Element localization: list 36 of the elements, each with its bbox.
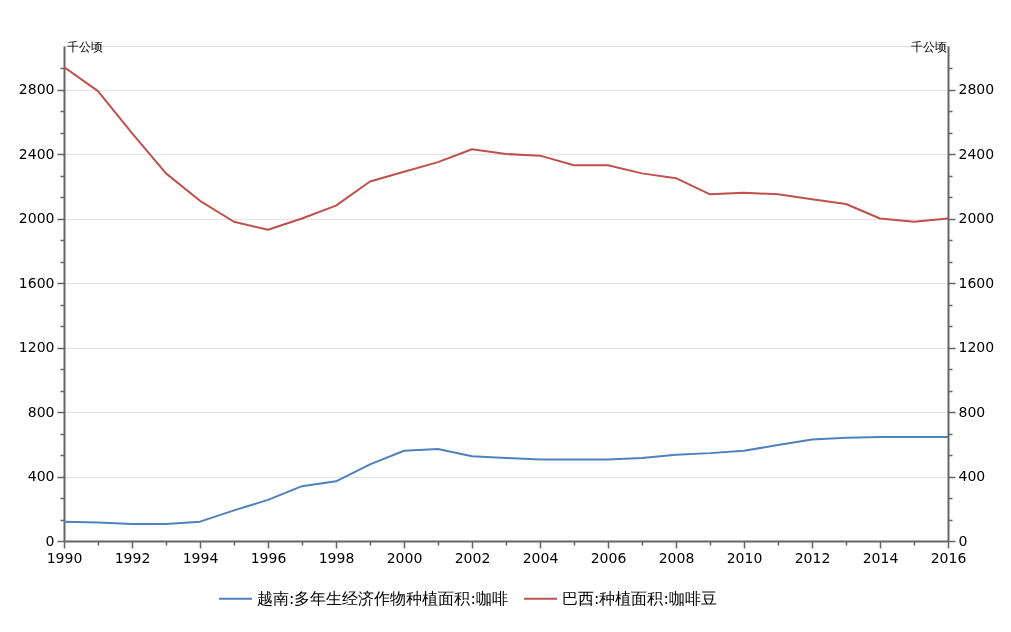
y-tick-label: 400 (27, 468, 55, 484)
x-tick-label: 2006 (590, 549, 627, 566)
x-tick-label: 2004 (522, 549, 559, 566)
y-tick-label: 0 (45, 532, 55, 549)
y2-tick-label: 800 (958, 403, 986, 420)
y2-tick-label: 400 (958, 468, 986, 484)
y2-tick-label: 1200 (958, 339, 995, 356)
y2-tick-label: 1600 (958, 274, 995, 291)
x-tick-label: 1992 (114, 549, 151, 566)
legend-label: 巴西:种植面积:咖啡豆 (562, 588, 717, 608)
y2-tick-label: 2000 (958, 210, 995, 227)
legend-label: 越南:多年生经济作物种植面积:咖啡 (257, 588, 508, 608)
x-tick-label: 2002 (454, 549, 491, 566)
y-tick-label: 1600 (18, 274, 55, 291)
y2-tick-label: 2800 (958, 81, 995, 98)
y-tick-label: 2800 (18, 81, 55, 98)
x-tick-label: 2000 (386, 549, 423, 566)
x-tick-label: 1998 (318, 549, 355, 566)
x-tick-label: 2012 (794, 549, 831, 566)
line-series (64, 65, 948, 231)
x-tick-label: 2010 (726, 549, 763, 566)
x-tick-label: 2014 (862, 549, 899, 566)
y-axis-title: 千公顷 (66, 39, 103, 54)
y-tick-label: 800 (27, 403, 55, 420)
y-tick-label: 2000 (18, 210, 55, 227)
y-tick-label: 2400 (18, 145, 55, 162)
x-tick-label: 2008 (658, 549, 695, 566)
y2-tick-label: 2400 (958, 145, 995, 162)
x-tick-label: 1994 (182, 549, 219, 566)
line-series (64, 436, 948, 526)
x-tick-label: 1996 (250, 549, 287, 566)
x-tick-label: 1990 (46, 549, 83, 566)
y-tick-label: 1200 (18, 339, 55, 356)
y2-tick-label: 0 (958, 532, 968, 549)
x-tick-label: 2016 (930, 549, 967, 566)
y2-axis-title: 千公顷 (910, 39, 947, 54)
